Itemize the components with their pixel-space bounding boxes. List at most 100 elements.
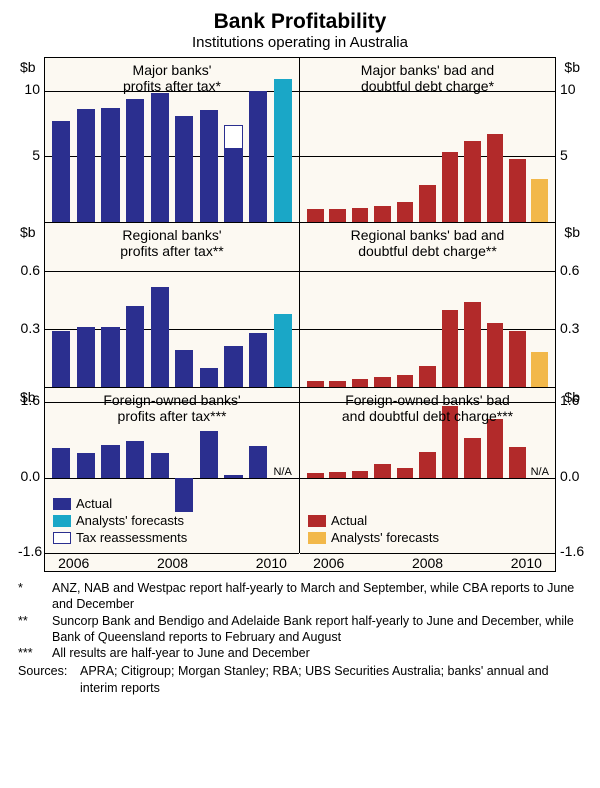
bar-slot: N/A bbox=[529, 388, 551, 553]
bar-slot bbox=[74, 58, 99, 222]
bar-slot bbox=[416, 223, 438, 387]
bar-slot bbox=[506, 388, 528, 553]
panel-1-right: Regional banks' bad anddoubtful debt cha… bbox=[300, 223, 555, 388]
bar bbox=[509, 159, 526, 222]
bar-slot bbox=[506, 223, 528, 387]
bar bbox=[419, 185, 436, 222]
bar bbox=[442, 310, 459, 387]
bar bbox=[200, 110, 218, 222]
y-tick-label: 1.6 bbox=[560, 392, 582, 408]
x-axis: 200620082010200620082010 bbox=[45, 553, 555, 571]
bar bbox=[151, 453, 169, 478]
na-label: N/A bbox=[273, 466, 291, 478]
x-tick-label: 2010 bbox=[502, 555, 551, 571]
bar-slot bbox=[49, 58, 74, 222]
panel-0-right: Major banks' bad anddoubtful debt charge… bbox=[300, 58, 555, 223]
bar-slot bbox=[147, 58, 172, 222]
y-tick-label: -1.6 bbox=[18, 543, 40, 559]
unit-label: $b bbox=[20, 59, 36, 75]
bar bbox=[464, 141, 481, 222]
bar bbox=[77, 453, 95, 478]
bar bbox=[442, 152, 459, 222]
bar bbox=[307, 381, 324, 387]
y-tick-label: 5 bbox=[560, 147, 582, 163]
bar bbox=[224, 475, 242, 477]
bar-slot bbox=[221, 223, 246, 387]
bar-slot: N/A bbox=[270, 388, 295, 553]
unit-label: $b bbox=[564, 224, 580, 240]
legend-swatch bbox=[53, 532, 71, 544]
bar-slot bbox=[484, 58, 506, 222]
bar-slot bbox=[221, 58, 246, 222]
bar-slot bbox=[147, 223, 172, 387]
bar-slot bbox=[246, 58, 271, 222]
footnote-text: Suncorp Bank and Bendigo and Adelaide Ba… bbox=[52, 613, 582, 646]
panel-2-left: Foreign-owned banks'profits after tax***… bbox=[45, 388, 300, 553]
na-label: N/A bbox=[531, 466, 549, 478]
bar-slot bbox=[461, 58, 483, 222]
bar-slot bbox=[246, 223, 271, 387]
bar bbox=[329, 472, 346, 478]
x-tick-label bbox=[353, 555, 402, 571]
legend-label: Tax reassessments bbox=[76, 530, 187, 545]
bar-slot bbox=[394, 58, 416, 222]
legend-swatch bbox=[308, 532, 326, 544]
bar-slot bbox=[349, 58, 371, 222]
bar-slot bbox=[304, 58, 326, 222]
bar bbox=[374, 377, 391, 387]
bar-slot bbox=[304, 223, 326, 387]
legend-label: Analysts' forecasts bbox=[76, 513, 184, 528]
bar-slot bbox=[172, 58, 197, 222]
bar bbox=[464, 302, 481, 387]
bar bbox=[175, 350, 193, 387]
bar bbox=[274, 314, 292, 387]
legend: ActualAnalysts' forecastsTax reassessmen… bbox=[53, 496, 187, 547]
bar bbox=[352, 208, 369, 222]
legend-label: Analysts' forecasts bbox=[331, 530, 439, 545]
bar bbox=[101, 327, 119, 387]
bar-slot bbox=[371, 58, 393, 222]
bar bbox=[307, 473, 324, 478]
bar-slot bbox=[172, 223, 197, 387]
y-tick-label: 1.6 bbox=[18, 392, 40, 408]
bar bbox=[329, 209, 346, 222]
bar-slot bbox=[506, 58, 528, 222]
footnote-mark: ** bbox=[18, 613, 52, 646]
bar bbox=[52, 121, 70, 222]
bar-slot bbox=[461, 223, 483, 387]
bar bbox=[224, 346, 242, 387]
bar bbox=[126, 441, 144, 478]
legend-swatch bbox=[308, 515, 326, 527]
panel-grid: Major banks'profits after tax*Major bank… bbox=[44, 57, 556, 572]
bar-slot bbox=[439, 388, 461, 553]
bar-slot bbox=[197, 58, 222, 222]
bar bbox=[200, 368, 218, 387]
bar bbox=[249, 91, 267, 222]
bar bbox=[442, 406, 459, 478]
x-tick-label bbox=[197, 555, 246, 571]
bar-slot bbox=[484, 388, 506, 553]
bar bbox=[374, 206, 391, 222]
bar bbox=[52, 331, 70, 387]
y-tick-label: 0.3 bbox=[18, 320, 40, 336]
chart-subtitle: Institutions operating in Australia bbox=[18, 34, 582, 51]
y-tick-label: 5 bbox=[18, 147, 40, 163]
bar-slot bbox=[416, 58, 438, 222]
bar bbox=[397, 468, 414, 477]
x-tick-label: 2006 bbox=[49, 555, 98, 571]
y-tick-label: 0.3 bbox=[560, 320, 582, 336]
y-tick-label: 10 bbox=[18, 81, 40, 97]
x-tick-label: 2010 bbox=[247, 555, 296, 571]
footnotes: *ANZ, NAB and Westpac report half-yearly… bbox=[18, 580, 582, 696]
unit-label: $b bbox=[20, 224, 36, 240]
bar bbox=[419, 452, 436, 478]
footnote-text: ANZ, NAB and Westpac report half-yearly … bbox=[52, 580, 582, 613]
bar bbox=[101, 108, 119, 222]
bar bbox=[487, 134, 504, 222]
footnote-mark: *** bbox=[18, 645, 52, 661]
footnote-mark: * bbox=[18, 580, 52, 613]
bar bbox=[419, 366, 436, 387]
legend-swatch bbox=[53, 515, 71, 527]
bar bbox=[126, 306, 144, 387]
bar bbox=[352, 379, 369, 387]
